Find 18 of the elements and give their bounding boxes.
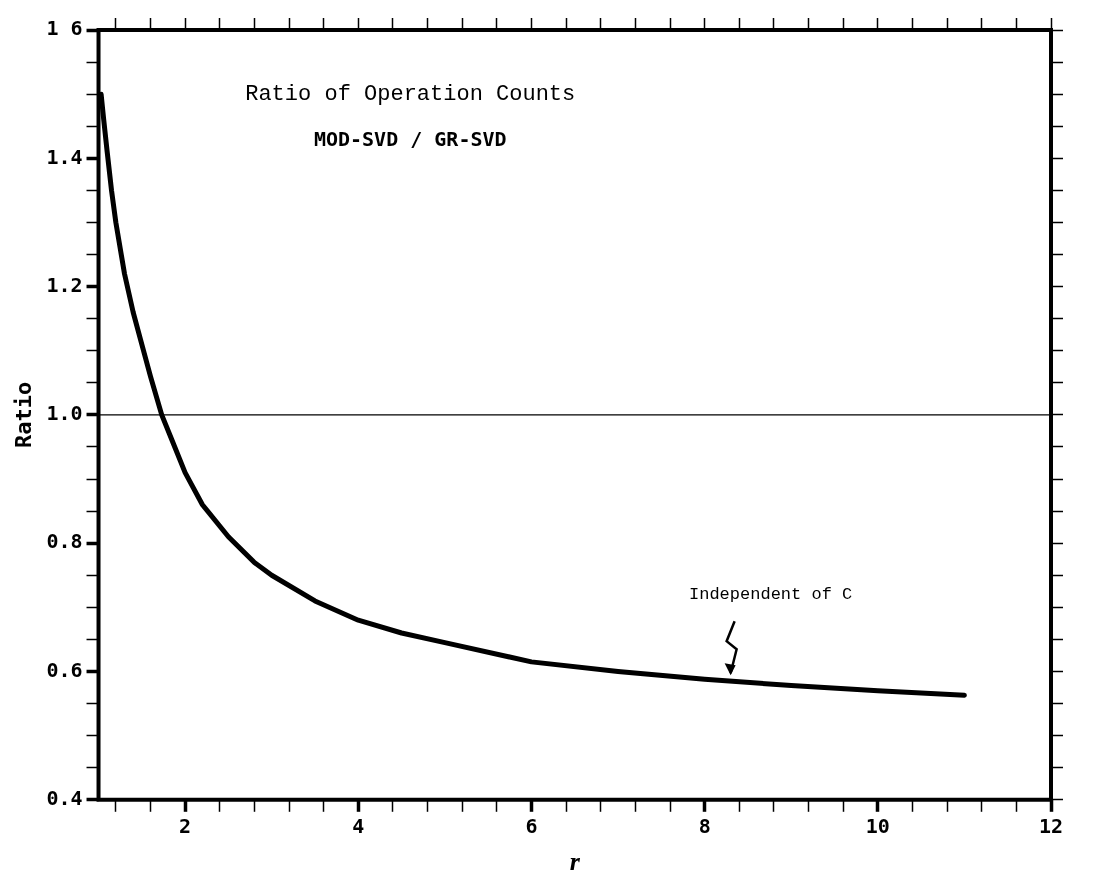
x-tick-label: 10: [865, 814, 890, 838]
y-tick-label: 0.4: [46, 786, 83, 810]
x-tick-label: 4: [352, 814, 365, 838]
y-tick-label: 0.6: [46, 657, 83, 682]
y-axis-title: Ratio: [10, 381, 36, 449]
y-tick-label: 1.0: [46, 401, 83, 426]
y-tick-label: 0.8: [46, 529, 83, 554]
text: MOD-SVD / GR-SVD: [313, 127, 507, 151]
text: Ratio of Operation Counts: [245, 82, 576, 107]
x-tick-label: 12: [1038, 814, 1064, 838]
x-tick-label: 8: [698, 814, 711, 838]
annotation: Independent of C: [689, 585, 853, 605]
x-axis-title: r: [569, 847, 581, 877]
y-tick-label: 1.4: [46, 144, 83, 169]
x-tick-label: 6: [525, 814, 538, 838]
y-tick-label: 1 6: [46, 16, 83, 41]
x-tick-label: 2: [179, 814, 192, 838]
y-tick-label: 1.2: [46, 272, 83, 297]
